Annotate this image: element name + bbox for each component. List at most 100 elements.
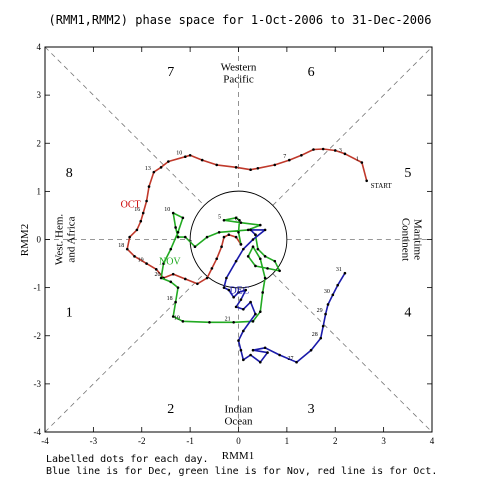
- day-point: [256, 166, 260, 170]
- day-point: [234, 216, 238, 220]
- day-point: [215, 163, 219, 167]
- phase-number-4: 4: [404, 306, 411, 321]
- day-label: 7: [189, 241, 192, 247]
- day-point: [171, 272, 175, 276]
- day-label: 7: [283, 154, 286, 160]
- day-point: [171, 211, 175, 215]
- day-point: [321, 324, 325, 328]
- day-point: [266, 267, 269, 270]
- day-point: [232, 295, 235, 299]
- diagonal-guide: [44, 273, 205, 433]
- day-point: [263, 228, 267, 232]
- day-label: 1: [356, 157, 359, 163]
- day-point: [324, 312, 327, 316]
- day-point: [239, 298, 243, 301]
- day-point: [159, 166, 163, 169]
- day-point: [242, 247, 245, 251]
- diagonal-guide: [272, 273, 433, 433]
- day-point: [208, 320, 211, 324]
- annotation-start: START: [371, 182, 393, 190]
- region-left-line-1: West. Hem.: [53, 214, 65, 266]
- x-tick-label: -2: [138, 436, 146, 446]
- day-point: [227, 233, 231, 236]
- region-right-line-2: Continent: [400, 218, 412, 261]
- chart-title: (RMM1,RMM2) phase space for 1-Oct-2006 t…: [49, 13, 432, 27]
- diagonal-guide: [44, 46, 205, 206]
- region-bottom-line-1: Indian: [224, 403, 253, 415]
- region-left: West. Hem. and Africa: [53, 214, 77, 266]
- day-point: [273, 259, 277, 263]
- day-point: [242, 358, 245, 362]
- x-tick-label: 2: [333, 436, 338, 446]
- phase-number-1: 1: [66, 306, 73, 321]
- day-point: [222, 286, 226, 289]
- day-point: [181, 320, 185, 323]
- y-tick-label: -2: [34, 331, 42, 341]
- phase-number-2: 2: [167, 402, 174, 417]
- region-left-line-2: and Africa: [65, 216, 77, 262]
- day-point: [181, 216, 185, 220]
- day-point: [249, 300, 252, 304]
- day-point: [239, 243, 243, 246]
- axis-ticks: -4 -3 -2 -1 0 1 2 3 4 -4 -3 -2 -1 0 1 2 3 4: [34, 42, 435, 446]
- day-label: 10: [176, 151, 182, 157]
- day-point: [200, 158, 204, 162]
- day-point: [254, 264, 257, 268]
- day-point: [263, 255, 267, 258]
- x-tick-label: 0: [236, 436, 241, 446]
- day-point: [249, 353, 252, 357]
- day-label: 30: [324, 289, 330, 295]
- day-label: 5: [218, 214, 221, 220]
- day-point: [273, 163, 277, 167]
- day-point: [287, 158, 291, 162]
- x-tick-label: 3: [381, 436, 386, 446]
- day-point: [278, 269, 281, 273]
- phase-number-7: 7: [167, 65, 174, 80]
- day-point: [258, 223, 262, 227]
- day-point: [258, 257, 262, 261]
- y-tick-label: 2: [37, 138, 42, 148]
- y-tick-label: 4: [37, 42, 42, 52]
- day-point: [365, 179, 368, 183]
- day-point: [326, 303, 330, 306]
- day-point: [249, 228, 252, 232]
- day-point: [331, 293, 335, 297]
- day-point: [196, 282, 199, 286]
- day-point: [234, 305, 238, 309]
- x-tick-label: 4: [430, 436, 435, 446]
- day-point: [220, 245, 223, 249]
- x-tick-label: 1: [285, 436, 290, 446]
- day-point: [249, 168, 252, 172]
- day-point: [217, 230, 221, 234]
- day-point: [176, 235, 180, 239]
- day-point: [234, 235, 238, 239]
- day-point: [295, 360, 298, 364]
- region-top-line-1: Western: [221, 61, 257, 73]
- day-point: [237, 339, 240, 342]
- y-tick-label: 3: [37, 90, 42, 100]
- day-point: [222, 218, 226, 222]
- day-point: [167, 160, 170, 163]
- day-point: [128, 235, 131, 239]
- day-label: 19: [138, 258, 144, 264]
- day-point: [343, 152, 347, 156]
- day-label: 10: [164, 207, 170, 213]
- footnote-line-2: Blue line is for Dec, green line is for …: [46, 466, 438, 477]
- day-point: [237, 291, 240, 294]
- y-tick-label: -3: [34, 379, 42, 389]
- x-tick-label: -4: [41, 436, 49, 446]
- day-point: [333, 149, 337, 152]
- day-point: [251, 320, 255, 323]
- day-point: [258, 310, 262, 313]
- day-point: [278, 353, 281, 357]
- day-point: [234, 259, 238, 263]
- day-point: [169, 280, 173, 284]
- y-tick-label: -4: [34, 427, 42, 437]
- day-point: [205, 235, 209, 239]
- day-point: [159, 276, 163, 280]
- day-point: [162, 262, 165, 265]
- day-point: [141, 211, 145, 215]
- day-point: [125, 247, 129, 251]
